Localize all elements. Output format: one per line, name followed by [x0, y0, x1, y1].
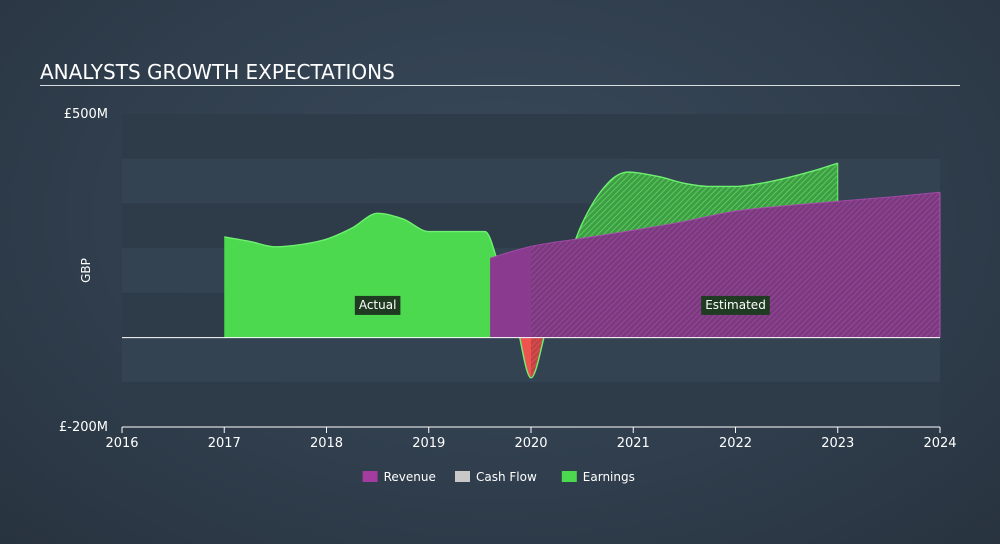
title-rule [40, 85, 960, 86]
estimated-tag: Estimated [701, 295, 770, 315]
earnings-actual-negative-area [519, 337, 531, 378]
x-tick-label: 2024 [923, 436, 956, 451]
legend-item-revenue[interactable]: Revenue [362, 470, 436, 484]
legend-label: Revenue [384, 470, 436, 484]
x-tick-label: 2017 [208, 436, 241, 451]
x-tick-label: 2021 [617, 436, 650, 451]
legend-label: Cash Flow [476, 470, 537, 484]
earnings-actual-area [224, 213, 531, 338]
y-tick-label-top: £500M [64, 107, 108, 122]
chart-title: ANALYSTS GROWTH EXPECTATIONS [40, 60, 395, 84]
revenue-line [489, 191, 941, 259]
legend-label: Earnings [583, 470, 635, 484]
legend-item-cash-flow[interactable]: Cash Flow [455, 470, 537, 484]
actual-tag-label: Actual [359, 298, 397, 312]
legend-swatch [362, 471, 378, 482]
x-tick-label: 2020 [514, 436, 547, 451]
earnings-line [224, 162, 838, 379]
x-tick-label: 2016 [105, 436, 138, 451]
series-layer [224, 162, 941, 379]
y-tick-label-bottom: £-200M [59, 420, 108, 435]
revenue-actual-area [490, 246, 531, 338]
x-tick-label: 2018 [310, 436, 343, 451]
legend: Revenue Cash Flow Earnings [362, 470, 635, 484]
legend-swatch [561, 471, 577, 482]
x-tick-label: 2019 [412, 436, 445, 451]
legend-swatch [455, 471, 470, 482]
earnings-estimated-negative-area [531, 337, 544, 378]
plot-band [122, 114, 940, 159]
revenue-series [489, 191, 941, 338]
y-axis: £500M £-200M [59, 107, 108, 435]
estimated-tag-label: Estimated [705, 298, 766, 312]
revenue-estimated-area [531, 192, 940, 338]
x-tick-label: 2022 [719, 436, 752, 451]
x-tick-label: 2023 [821, 436, 854, 451]
actual-tag: Actual [354, 295, 401, 315]
plot-band [122, 382, 940, 427]
y-axis-label: GBP [79, 258, 93, 283]
legend-item-earnings[interactable]: Earnings [561, 470, 635, 484]
x-axis: 2016 2017 2018 2019 2020 2021 2022 2023 2024 [105, 426, 957, 451]
